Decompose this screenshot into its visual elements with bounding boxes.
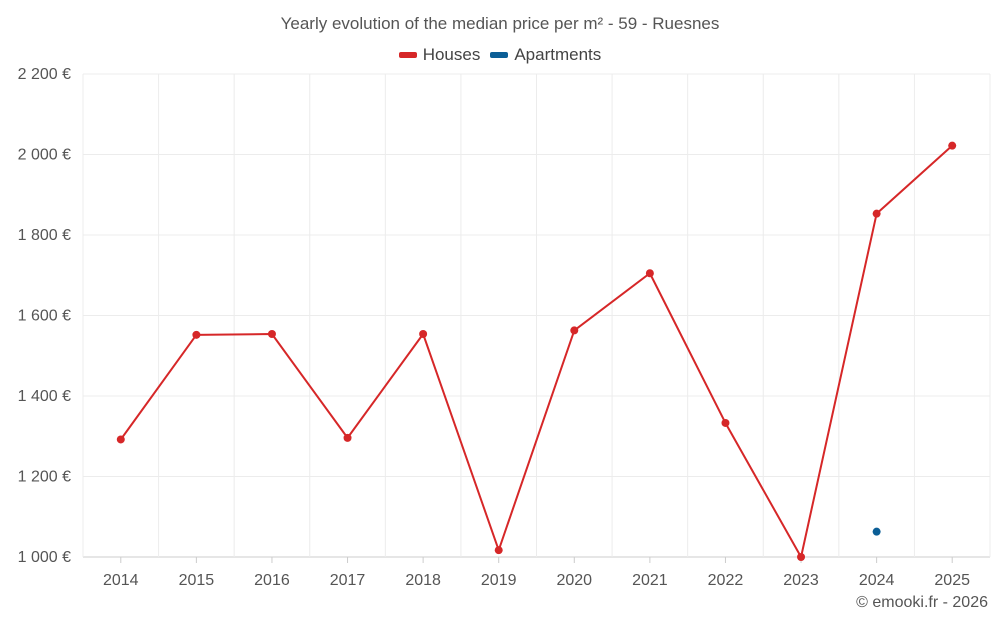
x-tick-label: 2022 — [708, 572, 744, 589]
data-point-houses[interactable] — [872, 209, 881, 218]
x-tick-label: 2020 — [556, 572, 592, 589]
data-point-houses[interactable] — [419, 330, 428, 339]
y-tick-label: 2 200 € — [18, 66, 71, 83]
x-tick-label: 2021 — [632, 572, 668, 589]
chart-title: Yearly evolution of the median price per… — [280, 14, 720, 33]
data-point-houses[interactable] — [192, 330, 201, 339]
x-tick-label: 2023 — [783, 572, 819, 589]
y-tick-label: 1 200 € — [18, 469, 71, 486]
legend-swatch-apartments — [490, 52, 509, 58]
axes: 1 000 € 1 200 € 1 400 € 1 600 € 1 800 € 2 000… — [18, 66, 970, 589]
data-point-houses[interactable] — [721, 418, 730, 427]
data-point-houses[interactable] — [797, 553, 806, 561]
series-line-houses — [119, 144, 953, 558]
legend-item-houses[interactable]: Houses — [398, 45, 481, 65]
y-tick-label: 1 400 € — [18, 388, 71, 405]
legend-label-apartments: Apartments — [514, 45, 602, 64]
y-tick-label: 1 600 € — [18, 308, 71, 325]
legend-item-apartments[interactable]: Apartments — [490, 45, 601, 65]
data-point-houses[interactable] — [116, 435, 125, 444]
y-tick-label: 1 800 € — [18, 227, 71, 244]
y-tick-label: 1 000 € — [18, 549, 71, 566]
data-point-houses[interactable] — [570, 326, 579, 335]
x-tick-label: 2024 — [859, 572, 895, 589]
data-point-houses[interactable] — [494, 546, 503, 555]
x-tick-label: 2019 — [481, 572, 517, 589]
data-point-houses[interactable] — [948, 141, 957, 150]
x-tick-label: 2025 — [934, 572, 970, 589]
x-tick-label: 2014 — [103, 572, 139, 589]
legend-label-houses: Houses — [422, 45, 481, 64]
grid — [82, 73, 991, 558]
data-point-apartments[interactable] — [872, 527, 881, 536]
x-tick-label: 2016 — [254, 572, 290, 589]
series — [116, 141, 957, 561]
legend: Houses Apartments — [0, 45, 1000, 65]
y-tick-label: 2 000 € — [18, 147, 71, 164]
data-point-houses[interactable] — [343, 433, 352, 442]
x-tick-label: 2018 — [405, 572, 441, 589]
footer-credit: © emooki.fr - 2026 — [856, 594, 988, 611]
x-tick-label: 2017 — [330, 572, 366, 589]
data-point-houses[interactable] — [267, 330, 276, 339]
legend-swatch-houses — [398, 52, 417, 58]
data-point-houses[interactable] — [645, 269, 654, 278]
x-tick-label: 2015 — [179, 572, 215, 589]
